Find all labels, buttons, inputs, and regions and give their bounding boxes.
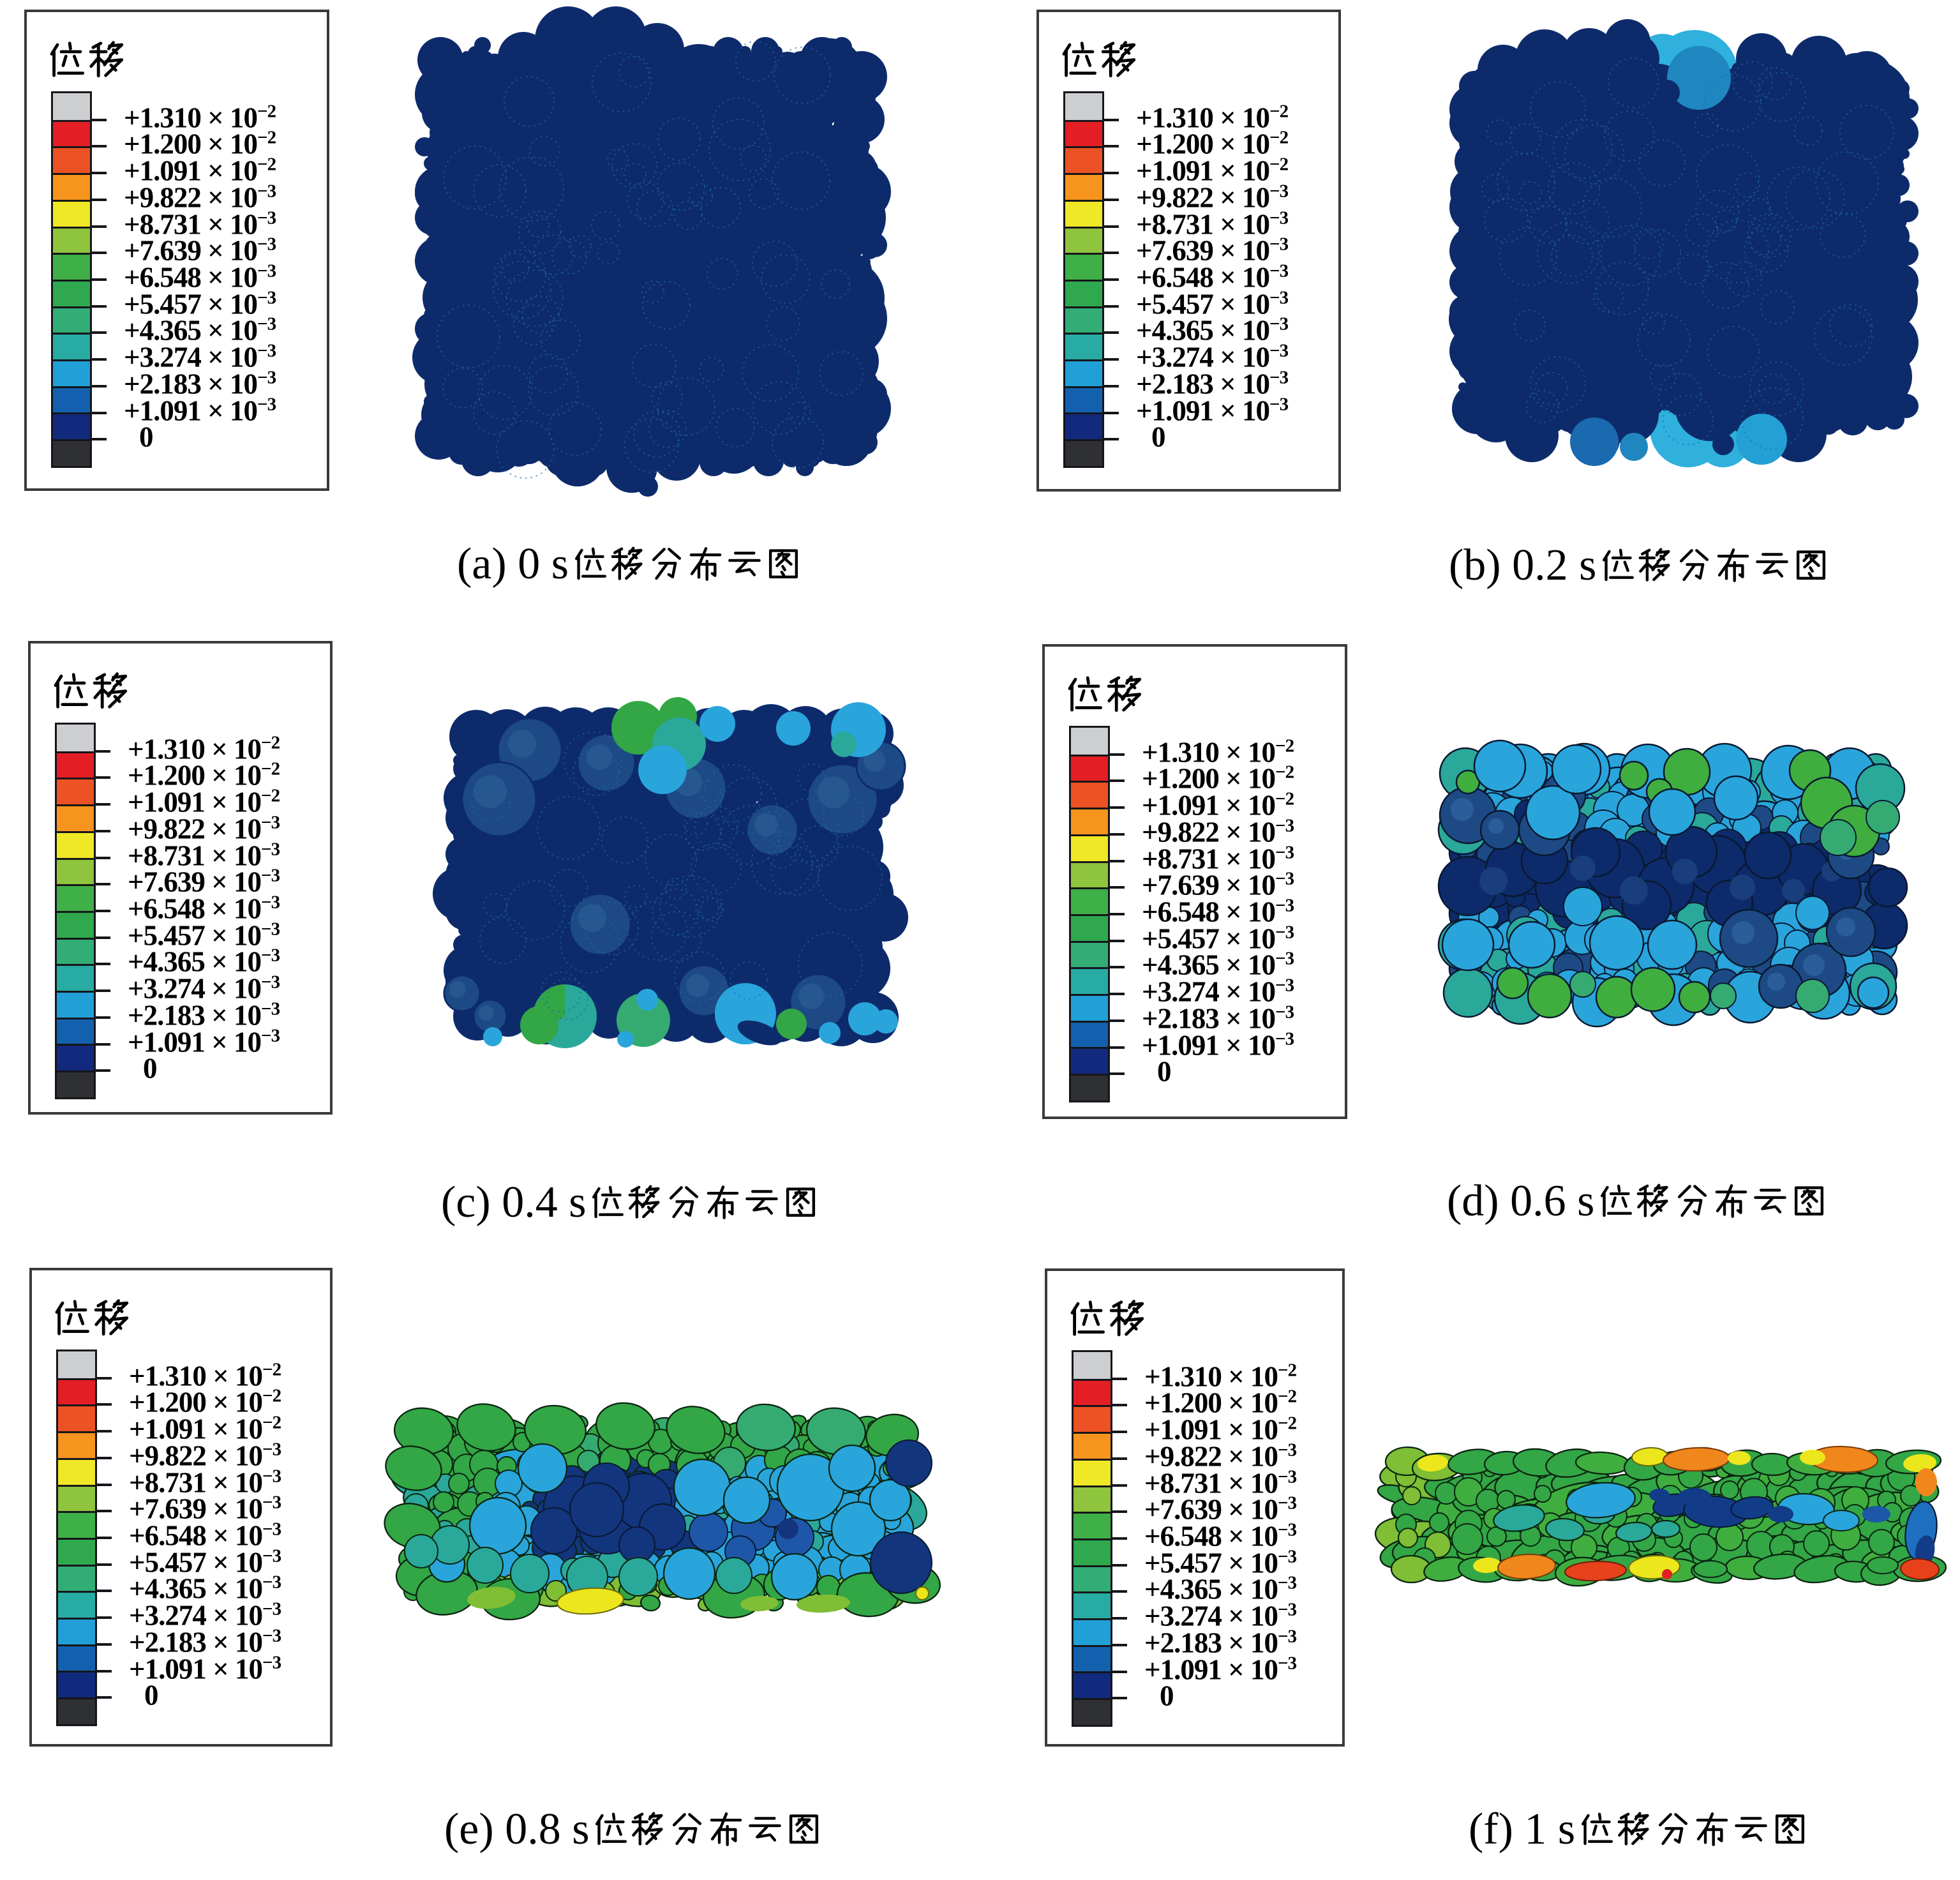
svg-text:(b) 0.2 s: (b) 0.2 s: [1449, 544, 1596, 590]
svg-text:(f) 1 s: (f) 1 s: [1469, 1808, 1575, 1854]
svg-text:(a) 0 s: (a) 0 s: [457, 543, 569, 589]
svg-text:(d) 0.6 s: (d) 0.6 s: [1447, 1180, 1594, 1226]
svg-text:(e) 0.8 s: (e) 0.8 s: [444, 1808, 589, 1854]
svg-text:(c) 0.4 s: (c) 0.4 s: [441, 1181, 586, 1227]
